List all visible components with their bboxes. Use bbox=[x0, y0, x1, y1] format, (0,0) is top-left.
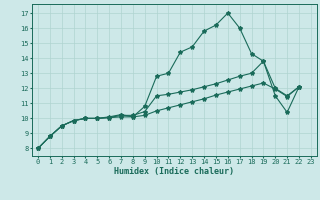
X-axis label: Humidex (Indice chaleur): Humidex (Indice chaleur) bbox=[115, 167, 234, 176]
